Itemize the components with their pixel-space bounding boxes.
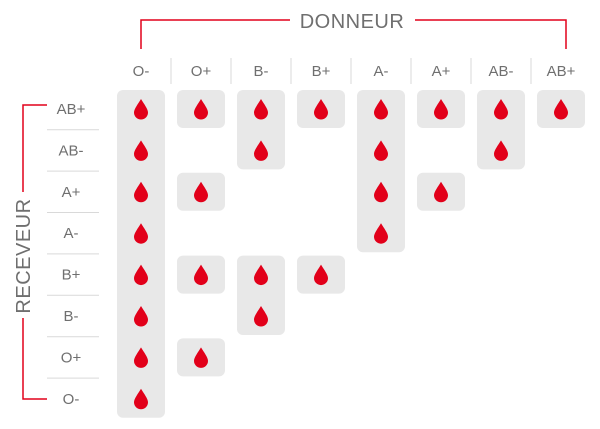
recipient-label-abpos: AB+ bbox=[57, 101, 86, 118]
donor-label-abpos: AB+ bbox=[547, 63, 576, 80]
donor-bracket-left bbox=[140, 19, 290, 49]
donor-label-bpos: B+ bbox=[312, 63, 331, 80]
blood-drop-icon bbox=[134, 140, 148, 161]
compatibility-cell-bg-aneg bbox=[357, 90, 405, 253]
blood-drop-icon bbox=[494, 99, 508, 120]
grid-lines bbox=[47, 58, 532, 379]
recipient-label-bneg: B- bbox=[64, 308, 79, 325]
blood-drop-icon bbox=[134, 347, 148, 368]
blood-drop-icon bbox=[134, 306, 148, 327]
blood-drop-icon bbox=[374, 181, 388, 203]
recipient-label-abneg: AB- bbox=[58, 142, 83, 159]
blood-drop-icon bbox=[494, 140, 508, 161]
donor-bracket: DONNEUR bbox=[140, 11, 567, 49]
recipient-label-apos: A+ bbox=[62, 184, 81, 201]
blood-drop-icon bbox=[374, 223, 388, 244]
donor-label-opos: O+ bbox=[191, 63, 212, 80]
blood-drop-icon bbox=[374, 99, 388, 120]
recipient-bracket-bottom bbox=[22, 318, 47, 400]
blood-drop-icon bbox=[134, 181, 148, 203]
blood-drop-icon bbox=[194, 99, 208, 120]
blood-drop-icon bbox=[434, 181, 448, 203]
blood-drop-icon bbox=[194, 264, 208, 286]
donor-labels: O- O+ B- B+ A- A+ AB- AB+ bbox=[133, 63, 576, 80]
recipient-title: RECEVEUR bbox=[13, 198, 35, 313]
compatibility-cell-bg-abneg bbox=[477, 90, 525, 170]
blood-drop-icon bbox=[374, 140, 388, 161]
blood-drop-icon bbox=[194, 181, 208, 203]
donor-label-oneg: O- bbox=[133, 63, 150, 80]
blood-drop-icon bbox=[134, 223, 148, 244]
recipient-label-opos: O+ bbox=[61, 349, 82, 366]
donor-label-abneg: AB- bbox=[488, 63, 513, 80]
blood-drop-icon bbox=[134, 388, 148, 410]
recipient-bracket: RECEVEUR bbox=[13, 104, 47, 400]
blood-drop-icon bbox=[134, 99, 148, 120]
compatibility-cell-bg-bneg bbox=[237, 90, 285, 170]
blood-drop-icon bbox=[194, 347, 208, 368]
recipient-label-oneg: O- bbox=[63, 391, 80, 408]
donor-bracket-right bbox=[415, 19, 567, 49]
recipient-labels: AB+ AB- A+ A- B+ B- O+ O- bbox=[57, 101, 86, 408]
recipient-label-bpos: B+ bbox=[62, 267, 81, 284]
recipient-label-aneg: A- bbox=[64, 225, 79, 242]
donor-label-apos: A+ bbox=[432, 63, 451, 80]
blood-drop-icon bbox=[554, 99, 568, 120]
blood-drop-icon bbox=[434, 99, 448, 120]
donor-label-bneg: B- bbox=[254, 63, 269, 80]
compatibility-cells bbox=[117, 90, 585, 418]
blood-drop-icon bbox=[314, 99, 328, 120]
blood-drop-icon bbox=[254, 306, 268, 327]
blood-drop-icon bbox=[254, 99, 268, 120]
blood-drop-icon bbox=[314, 264, 328, 286]
donor-label-aneg: A- bbox=[374, 63, 389, 80]
blood-drop-icon bbox=[134, 264, 148, 286]
recipient-bracket-top bbox=[22, 104, 47, 192]
donor-title: DONNEUR bbox=[300, 11, 405, 33]
blood-drop-icon bbox=[254, 140, 268, 161]
compatibility-cell-bg-bneg bbox=[237, 255, 285, 335]
compatibility-cell-bg-oneg bbox=[117, 90, 165, 418]
blood-drop-icon bbox=[254, 264, 268, 286]
